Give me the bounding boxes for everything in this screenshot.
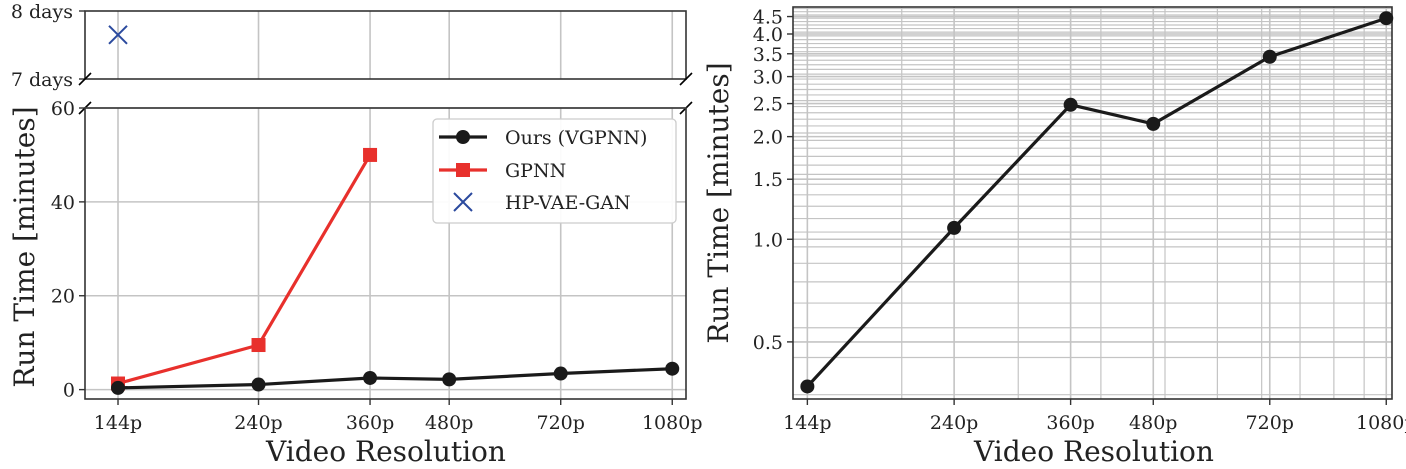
y-tick-label: 60 — [51, 98, 75, 120]
data-point-gpnn — [363, 147, 378, 162]
right-panel: 0.5 1.0 1.5 2.0 2.5 3.03.54.04.5 144p 240p 360p 4… — [753, 6, 1406, 434]
legend-marker-vgpnn — [456, 130, 470, 144]
x-tick-label: 720p — [536, 412, 584, 434]
data-point-vgpnn — [1146, 116, 1161, 131]
data-point-vgpnn — [251, 377, 266, 392]
data-point-vgpnn — [947, 220, 962, 235]
x-tick-label: 240p — [234, 412, 282, 434]
right-x-axis-label: Video Resolution — [973, 435, 1214, 468]
y-tick-label: 4.0 — [753, 24, 783, 46]
legend: Ours (VGPNN) GPNN HP-VAE-GAN — [432, 118, 677, 224]
x-tick-label: 1080p — [1356, 412, 1406, 434]
x-tick-label: 360p — [346, 412, 394, 434]
data-point-hp-vae-gan — [108, 25, 128, 45]
y-tick-label: 4.5 — [753, 7, 783, 29]
y-tick-label: 20 — [51, 286, 75, 308]
plot-frame — [84, 107, 687, 400]
x-tick-label: 720p — [1246, 412, 1294, 434]
y-tick-label-days: 8 days — [11, 1, 73, 23]
left-y-axis-label: Run Time [minutes] — [8, 106, 41, 387]
data-point-gpnn — [251, 338, 266, 353]
x-tick-label: 144p — [783, 412, 831, 434]
y-tick-label: 40 — [51, 192, 75, 214]
data-point-vgpnn — [1063, 97, 1078, 112]
data-point-vgpnn — [1379, 11, 1394, 26]
plot-frame — [792, 6, 1393, 400]
data-point-vgpnn — [665, 361, 680, 376]
left-top-panel: 7 days 8 days — [11, 1, 693, 115]
legend-label: Ours (VGPNN) — [505, 127, 647, 149]
right-y-axis-label: Run Time [minutes] — [702, 62, 735, 343]
y-tick-label: 1.0 — [753, 229, 783, 251]
legend-label: GPNN — [505, 160, 566, 182]
data-point-vgpnn — [1262, 49, 1277, 64]
series-line-gpnn — [117, 154, 372, 386]
y-tick-label: 3.0 — [753, 67, 783, 89]
axis-break-mark — [679, 72, 693, 86]
legend-label: HP-VAE-GAN — [505, 192, 631, 214]
y-tick-label: 3.5 — [753, 44, 783, 66]
data-point-vgpnn — [800, 379, 815, 394]
x-tick-label: 480p — [1129, 412, 1177, 434]
x-tick-label: 144p — [94, 412, 142, 434]
y-tick-label: 2.0 — [753, 127, 783, 149]
data-point-vgpnn — [553, 366, 568, 381]
y-tick-label: 2.5 — [753, 94, 783, 116]
data-point-vgpnn — [111, 380, 126, 395]
legend-marker-hp-vae-gan — [453, 192, 473, 212]
legend-marker-gpnn — [456, 163, 470, 177]
x-tick-label: 360p — [1046, 412, 1094, 434]
data-point-vgpnn — [363, 370, 378, 385]
x-tick-label: 1080p — [642, 412, 703, 434]
y-tick-label: 1.5 — [753, 169, 783, 191]
data-point-vgpnn — [442, 372, 457, 387]
y-tick-label-days: 7 days — [11, 69, 73, 91]
y-tick-label: 0.5 — [753, 332, 783, 354]
axis-break-mark — [78, 72, 92, 86]
plot-frame-top — [84, 10, 687, 80]
series-line-vgpnn — [117, 367, 673, 390]
left-x-axis-label: Video Resolution — [265, 435, 506, 468]
series-line-vgpnn — [806, 16, 1387, 388]
x-tick-label: 240p — [930, 412, 978, 434]
legend-box — [432, 118, 677, 224]
x-tick-label: 480p — [425, 412, 473, 434]
y-tick-label: 0 — [63, 380, 75, 402]
